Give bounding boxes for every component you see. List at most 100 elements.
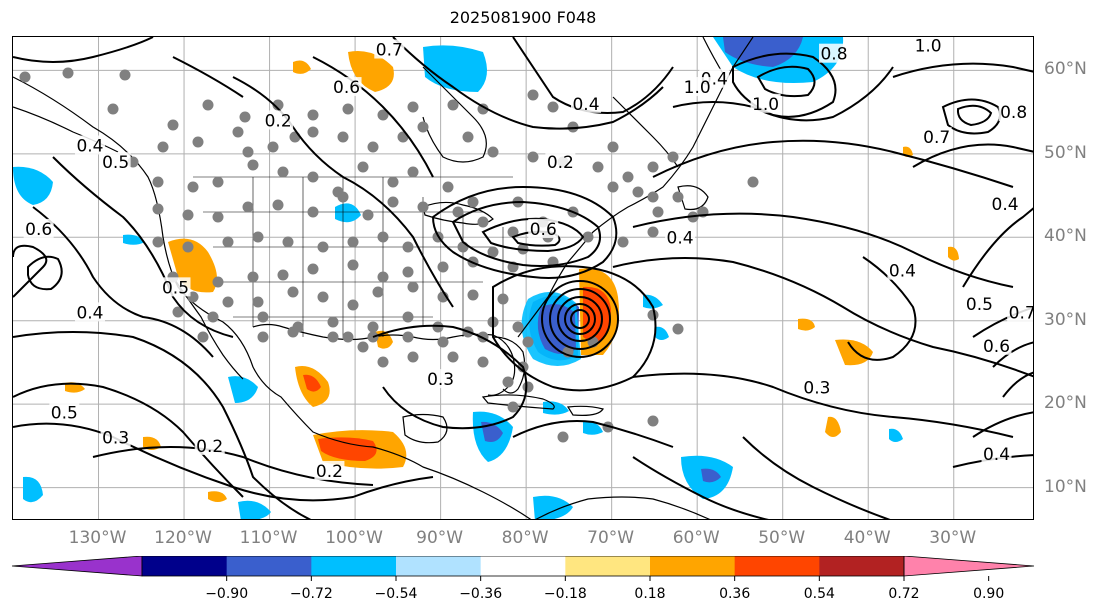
red-shading-mexico-west-2: [303, 374, 321, 392]
station-dot: [207, 311, 219, 323]
orange-shading-east-south: [825, 416, 841, 437]
station-dot: [607, 181, 619, 193]
colorbar-tick-label: −0.54: [374, 586, 418, 602]
contour-label-bg: [160, 277, 191, 297]
blue-shading-hurricane-core: [537, 304, 576, 354]
orange-shading-central: [948, 246, 959, 261]
contour-label-bg: [194, 435, 225, 455]
contour-label: 1.0: [752, 95, 779, 115]
station-dot: [377, 109, 389, 121]
blue-shading-cent-am: [238, 500, 271, 519]
station-dot: [522, 336, 534, 348]
longitude-label: 130°W: [68, 528, 127, 548]
contour-label: 0.4: [76, 303, 103, 323]
station-dot: [362, 209, 374, 221]
contour-label-bg: [964, 294, 995, 314]
station-dot: [272, 199, 284, 211]
station-dot: [19, 71, 31, 83]
contour-label-bg: [1007, 302, 1033, 322]
colorbar-extend-high: [903, 556, 1035, 577]
station-dot: [377, 231, 389, 243]
contour-label-bg: [998, 102, 1029, 122]
contour-label: 0.7: [923, 128, 950, 148]
contour-label-bg: [571, 93, 602, 113]
station-dot: [242, 201, 254, 213]
contour-label-bg: [682, 77, 713, 97]
contour-label: 0.5: [102, 153, 129, 173]
contour-label: 0.5: [966, 295, 993, 315]
darkblue-shading-atlantic-south: [701, 468, 721, 483]
station-dot: [447, 351, 459, 363]
contour-label-bg: [100, 427, 131, 447]
station-dot: [317, 291, 329, 303]
contour-label-bg: [750, 93, 781, 113]
station-dot: [222, 296, 234, 308]
contour-label: 0.8: [820, 45, 847, 65]
station-dot: [487, 146, 499, 158]
contour-label-bg: [887, 260, 918, 280]
station-dot: [527, 89, 539, 101]
station-dot: [272, 99, 284, 111]
station-dot: [582, 231, 594, 243]
station-dot: [417, 121, 429, 133]
colorbar-segment: [142, 556, 228, 576]
contour-label: 0.4: [992, 195, 1019, 215]
colorbar-tick-label: 0.90: [973, 586, 1005, 602]
station-dot: [647, 161, 659, 173]
station-dot: [672, 191, 684, 203]
contour-label: 0.4: [76, 136, 103, 156]
station-dot: [152, 203, 164, 215]
latitude-label: 50°N: [1044, 142, 1087, 163]
contour-label-bg: [819, 43, 850, 63]
station-dot: [342, 331, 354, 343]
baja: [172, 276, 244, 380]
station-dot: [342, 103, 354, 115]
blue-shading-canada-north: [423, 45, 487, 92]
station-dot: [282, 236, 294, 248]
colorbar-segment: [650, 556, 736, 576]
colorbar-tick-label: −0.36: [459, 586, 503, 602]
contour-label-bg: [545, 152, 576, 172]
station-dot: [367, 321, 379, 333]
orange-shading-canada-north: [348, 51, 394, 92]
contour-label-bg: [913, 37, 944, 55]
newfoundland: [677, 185, 709, 211]
station-dot: [172, 306, 184, 318]
station-dot: [277, 166, 289, 178]
station-dot: [247, 271, 259, 283]
station-dot: [477, 216, 489, 228]
station-dot: [202, 99, 214, 111]
colorbar-segment: [565, 556, 651, 576]
station-dot: [307, 171, 319, 183]
station-dot: [647, 415, 659, 427]
contour-labels: 0.70.60.20.40.50.40.20.6 0.40.41.01.01.00…: [23, 37, 1033, 482]
station-dot: [107, 103, 119, 115]
longitude-label: 30°W: [929, 528, 977, 548]
station-dot: [307, 126, 319, 138]
station-dot: [632, 186, 644, 198]
station-dot: [357, 161, 369, 173]
station-dot: [267, 141, 279, 153]
contour-label: 0.6: [983, 337, 1010, 357]
station-dot: [152, 176, 164, 188]
contour-label: 0.2: [547, 153, 574, 173]
station-dot: [647, 191, 659, 203]
orange-shading-mid-atlantic: [798, 318, 815, 331]
station-dot: [387, 196, 399, 208]
contour-label: 0.6: [530, 220, 557, 240]
station-dot: [607, 141, 619, 153]
station-dot: [192, 136, 204, 148]
blue-shading-cent-am-2: [533, 495, 573, 519]
longitude-label: 40°W: [843, 528, 891, 548]
colorbar-segment: [734, 556, 820, 576]
contour-label: 0.4: [667, 228, 694, 248]
station-dot: [252, 231, 264, 243]
longitude-label: 90°W: [416, 528, 464, 548]
contour-label-bg: [49, 402, 80, 422]
orange-shading-south: [835, 339, 873, 366]
contour-label-bg: [981, 444, 1012, 464]
colorbar-tick-label: 0.36: [719, 586, 751, 602]
contour-label: 0.4: [889, 262, 916, 282]
map-title: 2025081900 F048: [449, 8, 597, 27]
blue-shading-pacific-nw: [13, 166, 53, 205]
